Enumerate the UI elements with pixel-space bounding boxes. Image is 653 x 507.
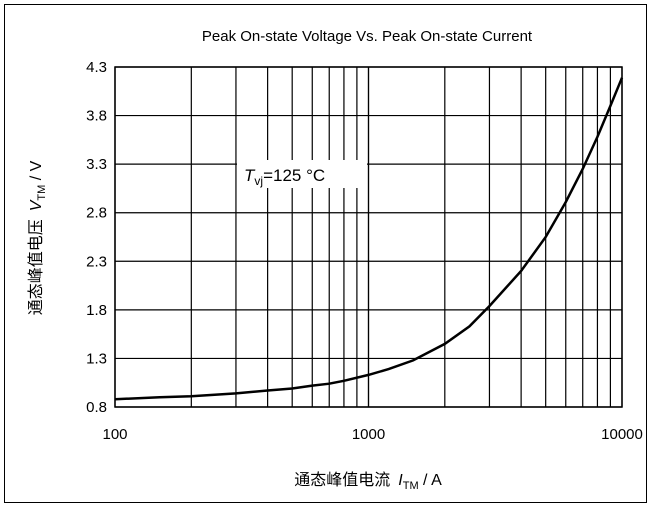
y-tick-label: 4.3 xyxy=(86,59,107,76)
y-tick-label: 3.8 xyxy=(86,108,107,125)
annotation-box xyxy=(237,160,367,188)
y-tick-label: 2.8 xyxy=(86,205,107,222)
svg-text:Tvj=125 °C: Tvj=125 °C xyxy=(244,166,325,188)
x-axis-label-unit: / A xyxy=(419,472,442,489)
y-tick-label: 1.3 xyxy=(86,350,107,367)
annotation-symbol: T xyxy=(244,166,256,185)
annotation-subscript: vj xyxy=(254,174,263,188)
y-tick-labels: 0.8 1.3 1.8 2.3 2.8 3.3 3.8 4.3 xyxy=(86,59,107,416)
annotation-value: =125 °C xyxy=(263,166,325,185)
y-tick-label: 2.3 xyxy=(86,253,107,270)
x-tick-label: 10000 xyxy=(601,426,643,443)
y-axis-label-symbol: V xyxy=(28,199,45,211)
y-axis-label-subscript: TM xyxy=(36,185,48,201)
y-tick-label: 1.8 xyxy=(86,302,107,319)
chart-frame xyxy=(4,4,647,503)
x-axis-label-symbol: I xyxy=(398,472,403,489)
x-axis-label-cn: 通态峰值电流 xyxy=(294,471,390,489)
x-axis-label-subscript: TM xyxy=(403,480,419,492)
x-tick-label: 1000 xyxy=(352,426,385,443)
y-tick-label: 0.8 xyxy=(86,399,107,416)
x-tick-label: 100 xyxy=(102,426,127,443)
y-tick-label: 3.3 xyxy=(86,156,107,173)
series-line xyxy=(114,77,624,401)
x-tick-labels: 100 1000 10000 xyxy=(102,426,642,443)
y-axis-label: 通态峰值电压 VTM / V xyxy=(27,160,48,315)
y-axis-label-cn: 通态峰值电压 xyxy=(27,219,45,315)
y-axis-label-unit: / V xyxy=(28,160,45,184)
annotation: Tvj=125 °C xyxy=(237,160,367,188)
plot-area xyxy=(114,66,623,408)
x-axis-label: 通态峰值电流 ITM / A xyxy=(294,471,442,492)
chart-title: Peak On-state Voltage Vs. Peak On-state … xyxy=(202,28,533,45)
